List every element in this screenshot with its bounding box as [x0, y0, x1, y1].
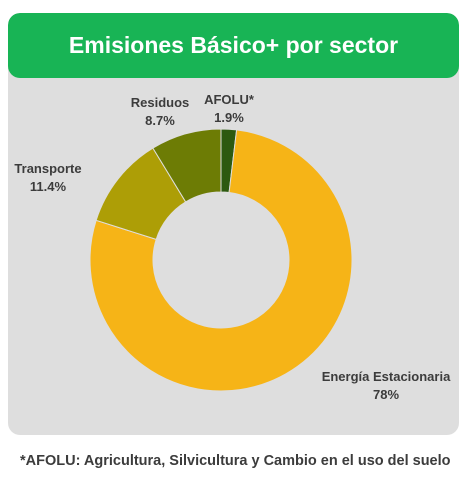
chart-header: Emisiones Básico+ por sector [8, 13, 459, 78]
slice-label-name: Transporte [14, 161, 81, 176]
chart-title: Emisiones Básico+ por sector [68, 32, 399, 58]
footnote: *AFOLU: Agricultura, Silvicultura y Camb… [20, 453, 451, 469]
slice-label-name: Residuos [131, 95, 190, 110]
slice-label-value: 8.7% [145, 113, 175, 128]
slice-energ-a-estacionaria [89, 129, 353, 392]
slice-label-value: 1.9% [214, 110, 244, 125]
slice-label-value: 78% [373, 387, 399, 402]
slice-label-name: AFOLU* [204, 92, 255, 107]
slice-label-value: 11.4% [30, 179, 67, 194]
slice-label-name: Energía Estacionaria [322, 369, 451, 384]
slice-residuos [152, 128, 222, 203]
